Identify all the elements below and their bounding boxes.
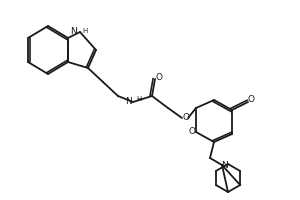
Text: N: N	[220, 160, 227, 170]
Text: O: O	[155, 73, 163, 82]
Text: O: O	[188, 128, 196, 136]
Text: H: H	[82, 28, 87, 34]
Text: O: O	[182, 112, 190, 121]
Text: N: N	[125, 98, 132, 106]
Text: O: O	[248, 96, 254, 104]
Text: N: N	[70, 26, 77, 36]
Text: H: H	[136, 96, 141, 102]
